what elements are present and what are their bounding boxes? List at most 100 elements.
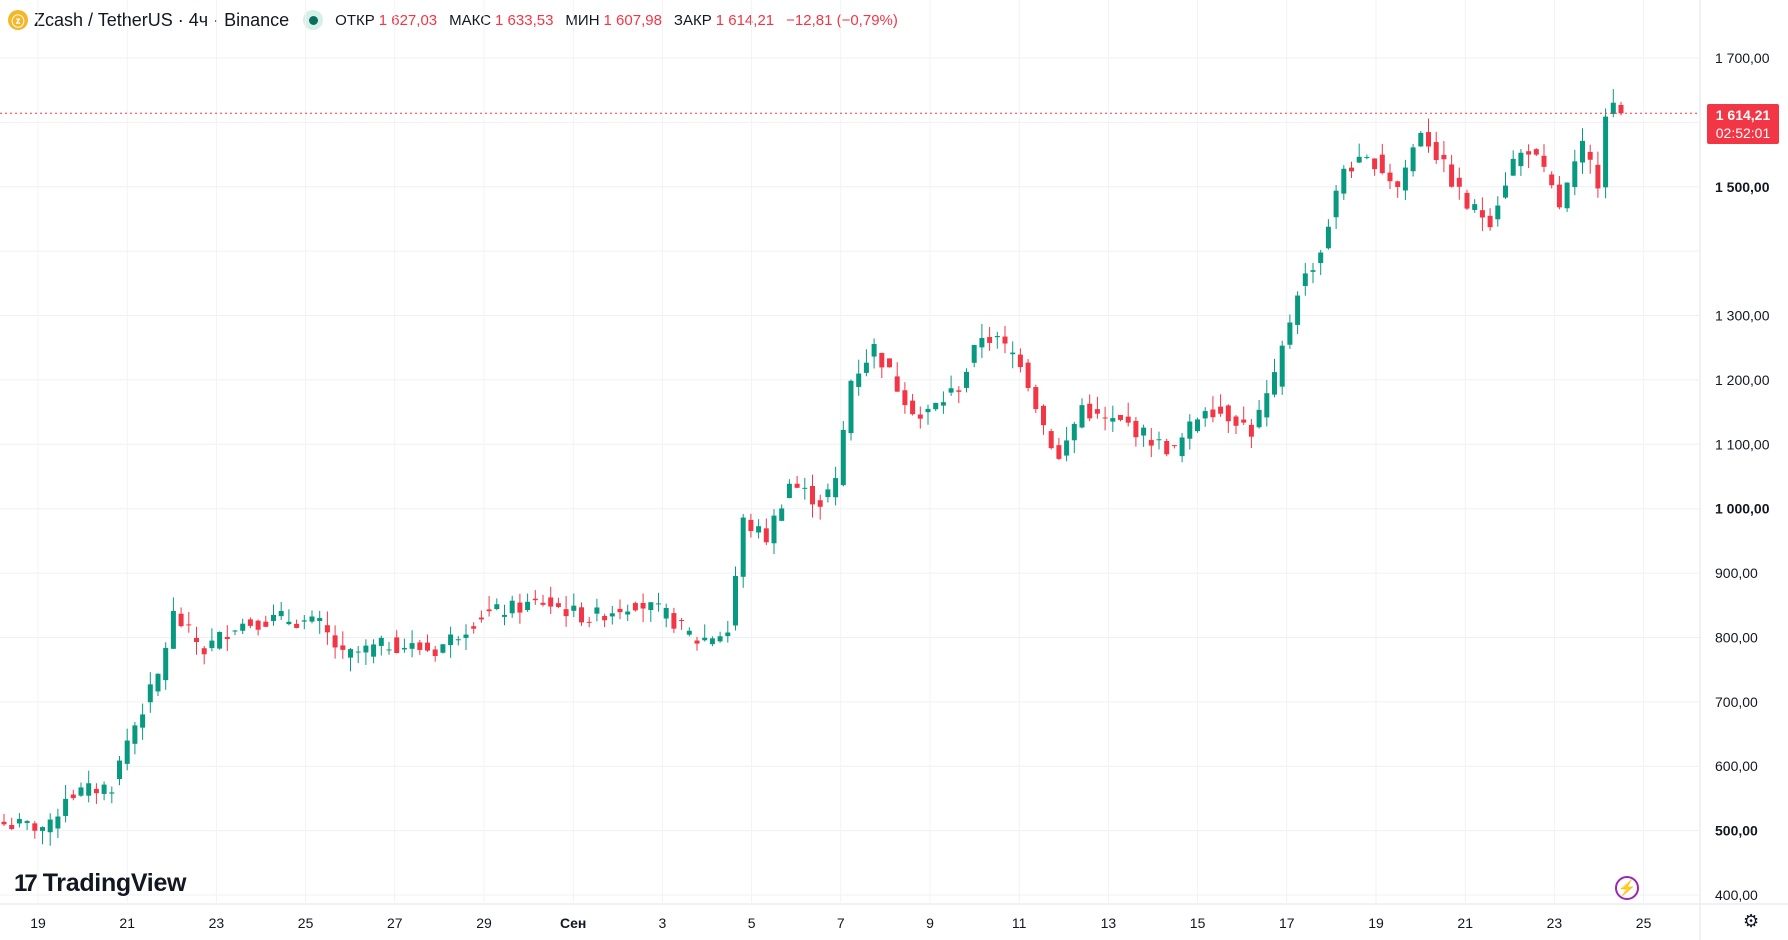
candle-body [63,798,69,816]
market-status-icon[interactable] [303,10,324,30]
candle-body [348,649,353,658]
candle-body [463,634,469,638]
candle-body [186,624,192,626]
candle-body [1187,421,1193,439]
candle-body [1603,116,1609,188]
candle-body [817,500,823,507]
candle-body [378,637,384,646]
time-tick-label: 3 [659,915,667,931]
candle-body [894,376,900,392]
price-tick-label: 1 500,00 [1715,179,1770,195]
candle-body [848,380,854,434]
candle-body [1449,164,1455,187]
candle-body [1549,174,1555,186]
price-tick-label: 1 700,00 [1715,50,1770,66]
time-tick-label: 11 [1012,915,1027,931]
candle-body [825,489,831,498]
candle-body [1071,423,1077,441]
candle-body [486,609,492,612]
candle-body [1064,440,1070,456]
candle-body [147,684,153,703]
candle-body [717,636,723,642]
candle-body [1526,151,1532,155]
candle-body [101,784,107,794]
candle-body [1141,427,1147,436]
candle-body [594,607,600,614]
candle-body [309,616,315,622]
candle-body [1110,418,1116,422]
candle-body [1510,158,1516,176]
candle-body [363,645,369,653]
lightning-icon[interactable]: ⚡ [1615,876,1639,900]
candle-body [355,651,361,653]
candle-body [987,337,993,343]
candle-body [1379,154,1385,174]
time-tick-label: 27 [387,915,403,931]
candle-body [548,597,554,607]
tradingview-logo[interactable]: 17 TradingView [14,869,187,898]
candle-body [1025,362,1031,388]
candle-body [1048,431,1054,449]
candle-body [632,603,638,611]
candle-body [1325,226,1331,249]
close-value: 1 614,21 [715,11,775,29]
candle-body [802,487,808,489]
candle-body [609,613,615,617]
price-tick-label: 600,00 [1715,758,1758,774]
candle-body [1541,155,1547,167]
settings-gear-icon[interactable]: ⚙ [1743,911,1760,931]
candle-body [124,740,130,764]
candle-body [440,644,446,653]
candle-body [78,787,84,796]
time-tick-label: Сен [560,915,586,931]
time-tick-label: 21 [119,915,135,931]
candle-body [93,788,99,794]
bar-countdown: 02:52:01 [1715,125,1771,141]
candle-body [1610,102,1616,114]
candle-body [1,821,7,825]
candle-body [902,390,908,406]
candle-body [1418,132,1424,147]
candle-body [586,621,592,623]
candle-body [271,614,276,621]
candle-body [70,794,76,799]
candle-body [1118,414,1123,420]
candle-body [155,673,161,692]
candle-body [1318,252,1324,264]
time-tick-label: 13 [1101,915,1117,931]
candle-body [1156,439,1162,441]
tradingview-logo-icon: 17 [14,869,38,897]
candle-body [1210,409,1216,418]
candle-body [178,613,184,627]
candle-body [163,647,169,681]
candle-body [1503,185,1508,198]
candle-body [317,617,323,622]
candle-body [494,604,500,610]
time-tick-label: 29 [476,915,492,931]
candle-body [671,613,677,629]
time-tick-label: 7 [837,915,845,931]
candle-body [86,783,92,796]
candle-body [617,608,623,613]
candle-body [679,620,685,622]
symbol-title[interactable]: Zcash / TetherUS · 4ч · Binance [34,9,290,30]
candle-body [1225,405,1231,422]
candle-body [1533,149,1539,155]
candle-body [117,760,122,780]
candle-body [1279,345,1285,387]
candle-body [55,816,61,829]
candle-body [579,607,584,623]
candle-body [1495,205,1501,220]
status-dot [308,15,318,25]
candle-body [771,515,777,544]
high-value: 1 633,53 [495,11,554,29]
candle-body [571,605,577,611]
candle-body [517,602,523,613]
candle-body [1287,322,1293,345]
high-label: МАКС [449,11,492,29]
price-axis: 400,00 500,00 600,00 700,00 800,00 900,00 1 00… [1715,50,1770,903]
candle-body [1002,336,1008,344]
candle-body [217,631,223,649]
candle-body [1402,167,1408,191]
